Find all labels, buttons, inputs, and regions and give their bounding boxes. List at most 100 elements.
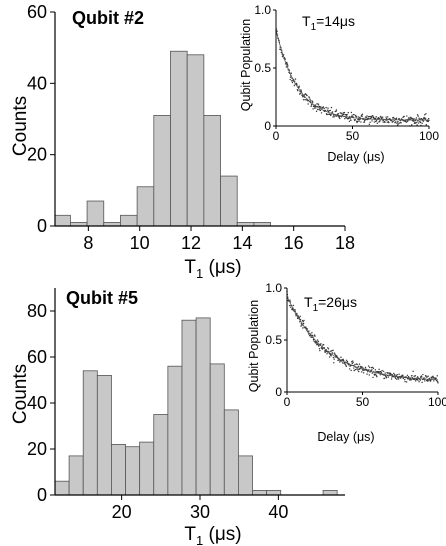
decay-point (343, 113, 345, 116)
decay-point (318, 348, 321, 350)
decay-point (330, 350, 332, 352)
decay-point (385, 118, 388, 120)
decay-point (313, 340, 315, 343)
decay-fit-curve (286, 296, 439, 381)
decay-point (402, 120, 405, 122)
decay-point (372, 115, 374, 117)
histogram-bar (170, 50, 188, 227)
decay-point (313, 339, 315, 341)
histogram-bar (322, 489, 338, 496)
decay-point (296, 317, 299, 320)
inset-x-tick-label: 0 (273, 129, 280, 143)
decay-point (411, 124, 413, 126)
decay-point (357, 116, 359, 118)
histogram-bar (86, 200, 105, 227)
decay-point (367, 370, 369, 373)
decay-point (419, 121, 422, 124)
inset-y-tick-label: 0.5 (254, 61, 271, 75)
inset-axes (284, 287, 439, 395)
decay-point (371, 120, 373, 122)
decay-point (427, 120, 429, 123)
decay-point (398, 118, 400, 120)
inset-x-tick-label: 50 (346, 129, 360, 143)
decay-point (385, 116, 387, 118)
decay-point (394, 376, 397, 378)
decay-point (370, 116, 373, 118)
decay-point (302, 99, 305, 101)
decay-point (309, 98, 311, 101)
decay-point (393, 373, 396, 376)
decay-point (361, 371, 363, 373)
decay-point (416, 376, 419, 378)
decay-point (361, 113, 364, 115)
decay-point (426, 376, 428, 378)
decay-point (344, 118, 346, 120)
decay-point (374, 117, 377, 120)
axes (50, 288, 345, 500)
decay-point (301, 324, 303, 326)
histogram-bar (153, 414, 169, 496)
y-tick-label: 40 (27, 73, 47, 93)
decay-point (335, 110, 337, 112)
decay-point (371, 366, 374, 369)
decay-point (295, 315, 297, 317)
decay-point (352, 361, 354, 364)
decay-point (362, 367, 364, 369)
x-tick-label: 30 (190, 502, 210, 522)
decay-point (294, 308, 296, 311)
decay-point (414, 375, 417, 377)
decay-point (353, 369, 355, 372)
decay-point (306, 94, 308, 97)
decay-point (326, 109, 329, 111)
decay-point (386, 116, 389, 118)
decay-point (405, 381, 408, 383)
decay-point (388, 121, 390, 124)
decay-point (421, 376, 423, 378)
inset-x-tick-label: 50 (356, 395, 370, 409)
decay-point (333, 362, 335, 364)
decay-point (346, 113, 348, 116)
decay-point (417, 115, 419, 117)
decay-point (391, 376, 393, 378)
decay-point (379, 374, 381, 376)
decay-point (398, 122, 401, 124)
decay-point (350, 111, 353, 114)
decay-point (339, 361, 341, 363)
decay-point (396, 122, 398, 124)
decay-point (364, 366, 367, 369)
decay-point (347, 111, 349, 114)
x-tick-label: 12 (181, 233, 201, 253)
decay-point (322, 106, 325, 108)
inset-tick-labels: 0 50 100 0 0.5 1.0 (254, 3, 439, 143)
panel-qubit-2: 8 10 12 14 16 18 0 20 40 60 Qubit #2 Counts T1 (μ… (10, 2, 439, 281)
y-tick-label: 80 (27, 301, 47, 321)
decay-point (311, 334, 314, 337)
decay-point (320, 106, 322, 108)
decay-point (363, 121, 366, 123)
decay-point (422, 120, 424, 122)
decay-point (408, 118, 411, 120)
inset-decay-plot: 0 50 100 0 0.5 1.0 Qubit Population Delay (μs… (239, 3, 439, 164)
inset-y-tick-label: 1.0 (265, 281, 282, 295)
decay-point (368, 366, 371, 369)
decay-point (418, 117, 420, 119)
decay-point (354, 368, 357, 371)
decay-point (332, 356, 335, 359)
decay-point (330, 355, 332, 357)
y-tick-label: 20 (27, 439, 47, 459)
decay-point (346, 115, 348, 117)
decay-point (402, 374, 404, 376)
histogram-bar (195, 317, 211, 496)
histogram-bar (54, 480, 70, 496)
decay-point (310, 336, 312, 339)
x-tick-label: 16 (284, 233, 304, 253)
decay-point (324, 351, 326, 354)
decay-point (427, 380, 429, 382)
decay-point (312, 108, 314, 110)
histogram-bar (153, 115, 171, 227)
decay-point (416, 114, 419, 116)
inset-y-tick-label: 0 (264, 119, 271, 133)
x-tick-label: 20 (112, 502, 132, 522)
decay-point (331, 350, 333, 352)
decay-point (411, 375, 413, 377)
